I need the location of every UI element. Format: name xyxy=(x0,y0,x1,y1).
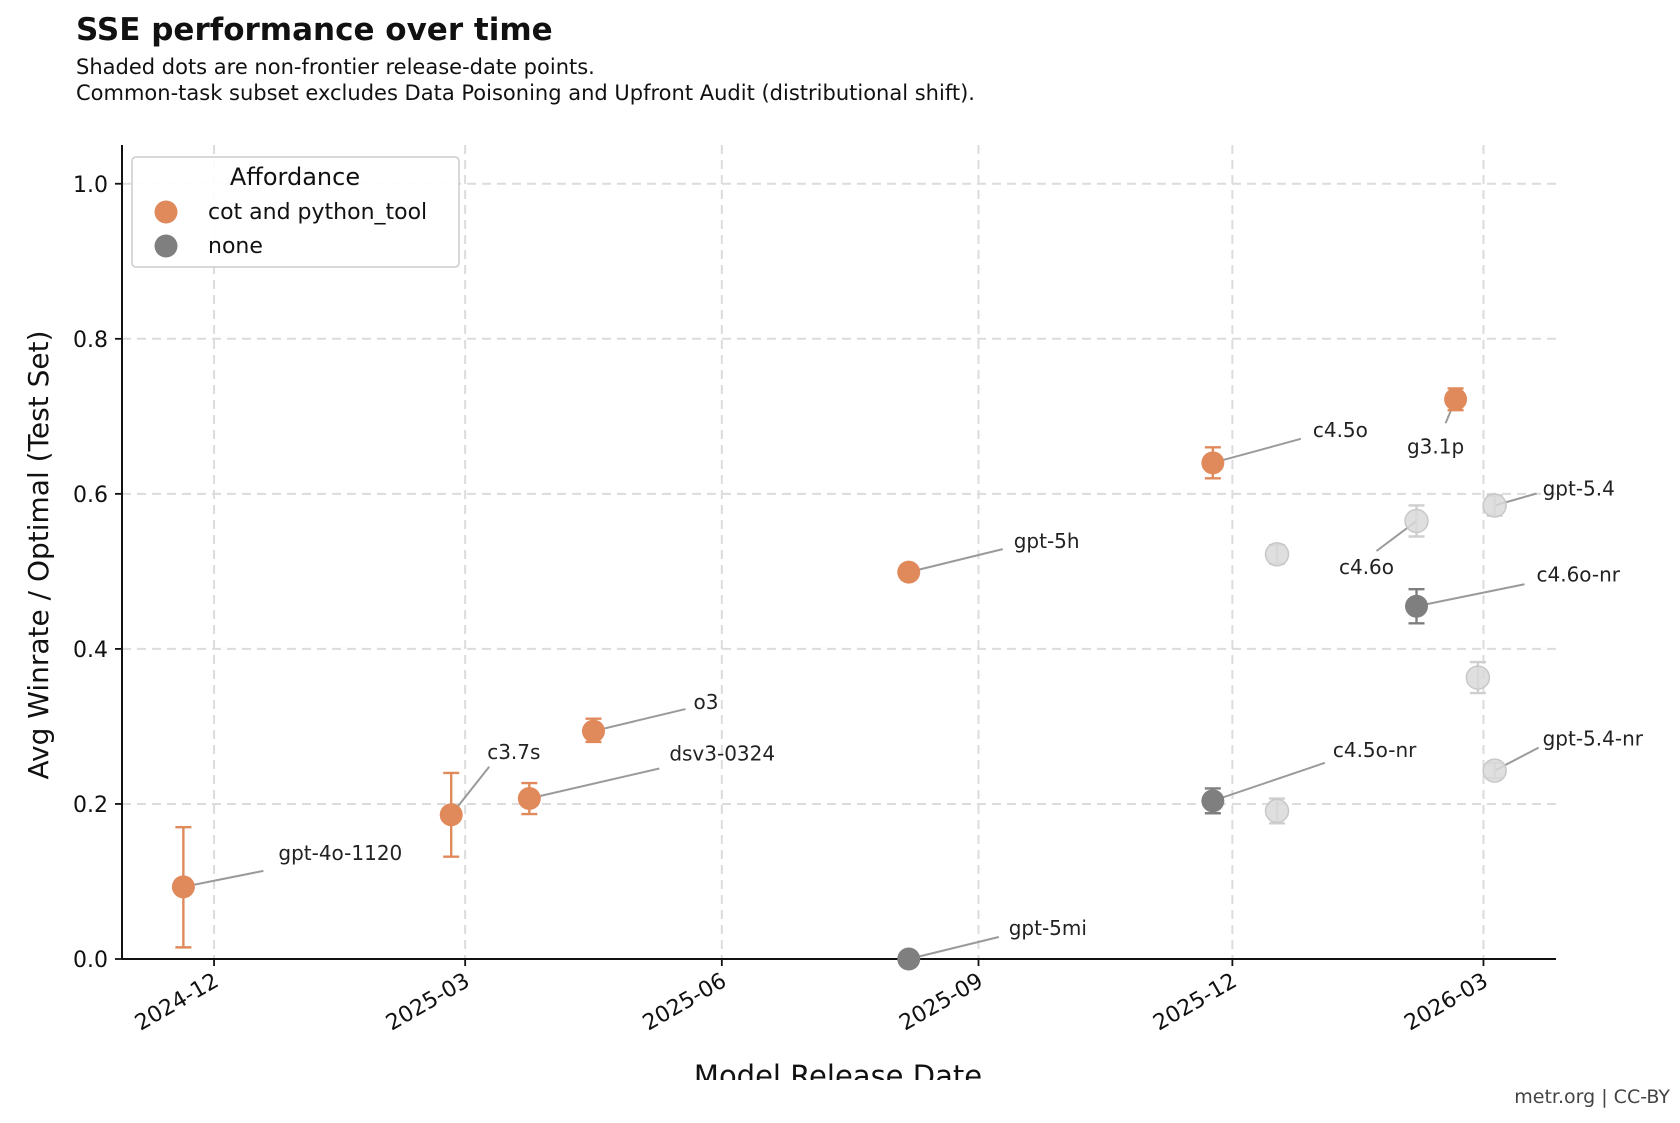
annotation-connectors xyxy=(183,398,1540,960)
grid-lines xyxy=(122,145,1556,960)
data-point xyxy=(897,947,921,971)
x-tick-label: 2024-12 xyxy=(131,969,223,1037)
data-point-non-frontier xyxy=(1465,665,1491,690)
chart-title: SSE performance over time xyxy=(76,12,553,48)
data-point-non-frontier xyxy=(1404,508,1429,534)
data-point xyxy=(171,875,195,899)
x-tick-label: 2026-03 xyxy=(1400,969,1492,1037)
annotation-connector xyxy=(1416,583,1525,608)
x-axis-label: Model Release Date xyxy=(694,1059,982,1080)
annotation-connector xyxy=(1212,761,1326,802)
point-labels: gpt-4o-1120 c3.7s dsv3-0324 o3 gpt-5h gpt-5mi… xyxy=(278,418,1643,940)
point-label: gpt-5.4-nr xyxy=(1543,727,1644,751)
legend-marker xyxy=(154,200,178,224)
point-label: gpt-5mi xyxy=(1009,916,1087,940)
point-label: c3.7s xyxy=(487,740,540,764)
annotation-connector xyxy=(908,936,999,960)
annotation-connector xyxy=(529,767,660,800)
point-label: c4.5o xyxy=(1313,418,1368,442)
x-tick-label: 2025-12 xyxy=(1149,969,1241,1037)
y-tick-label: 0.6 xyxy=(73,483,108,508)
credit-text: metr.org | CC-BY xyxy=(1514,1086,1670,1108)
point-label: g3.1p xyxy=(1407,434,1464,458)
y-tick-label: 0.0 xyxy=(73,948,108,973)
annotation-connector xyxy=(593,708,686,733)
legend-marker xyxy=(154,234,178,258)
point-label: c4.6o-nr xyxy=(1537,562,1621,586)
legend-title: Affordance xyxy=(230,163,360,191)
point-label: c4.5o-nr xyxy=(1333,738,1417,762)
data-point xyxy=(1444,387,1468,411)
data-point-non-frontier xyxy=(1264,542,1290,567)
point-label: dsv3-0324 xyxy=(669,742,775,766)
data-points xyxy=(171,387,1507,971)
data-point-non-frontier xyxy=(1482,758,1507,783)
data-point xyxy=(897,560,921,584)
data-point-non-frontier xyxy=(1482,493,1507,518)
x-tick-label: 2025-06 xyxy=(639,969,731,1037)
y-tick-label: 1.0 xyxy=(73,173,108,198)
legend-box xyxy=(131,156,460,268)
data-point xyxy=(581,719,605,743)
annotation-connector xyxy=(1212,437,1302,464)
legend-entry-label: none xyxy=(208,234,263,259)
data-point-non-frontier xyxy=(1264,798,1290,824)
legend-entry-label: cot and python_tool xyxy=(208,200,427,225)
y-tick-label: 0.8 xyxy=(73,328,108,353)
annotation-connector xyxy=(908,548,1003,574)
y-tick-label: 0.4 xyxy=(73,638,108,663)
data-point xyxy=(1405,594,1429,618)
data-point xyxy=(1201,451,1225,475)
point-label: gpt-4o-1120 xyxy=(278,841,402,865)
point-label: c4.6o xyxy=(1339,555,1394,579)
point-label: gpt-5.4 xyxy=(1543,476,1615,500)
annotation-connector xyxy=(183,869,264,888)
data-point xyxy=(517,787,541,811)
point-label: o3 xyxy=(693,690,718,714)
axes: 0.0 0.2 0.4 0.6 0.8 1.0 2024-12 2025-03 2025-06 2… xyxy=(73,145,1556,1036)
chart-subtitle-line-2: Common-task subset excludes Data Poisoni… xyxy=(76,81,975,105)
point-label: gpt-5h xyxy=(1014,529,1080,553)
scatter-chart: 0.0 0.2 0.4 0.6 0.8 1.0 2024-12 2025-03 2025-06 2… xyxy=(22,145,1644,1080)
x-tick-label: 2025-09 xyxy=(895,969,987,1037)
data-point xyxy=(439,803,463,827)
y-axis-label: Avg Winrate / Optimal (Test Set) xyxy=(22,330,55,779)
data-point xyxy=(1201,789,1225,813)
y-tick-label: 0.2 xyxy=(73,793,108,818)
x-tick-label: 2025-03 xyxy=(382,969,474,1037)
chart-subtitle-line-1: Shaded dots are non-frontier release-dat… xyxy=(76,55,595,79)
